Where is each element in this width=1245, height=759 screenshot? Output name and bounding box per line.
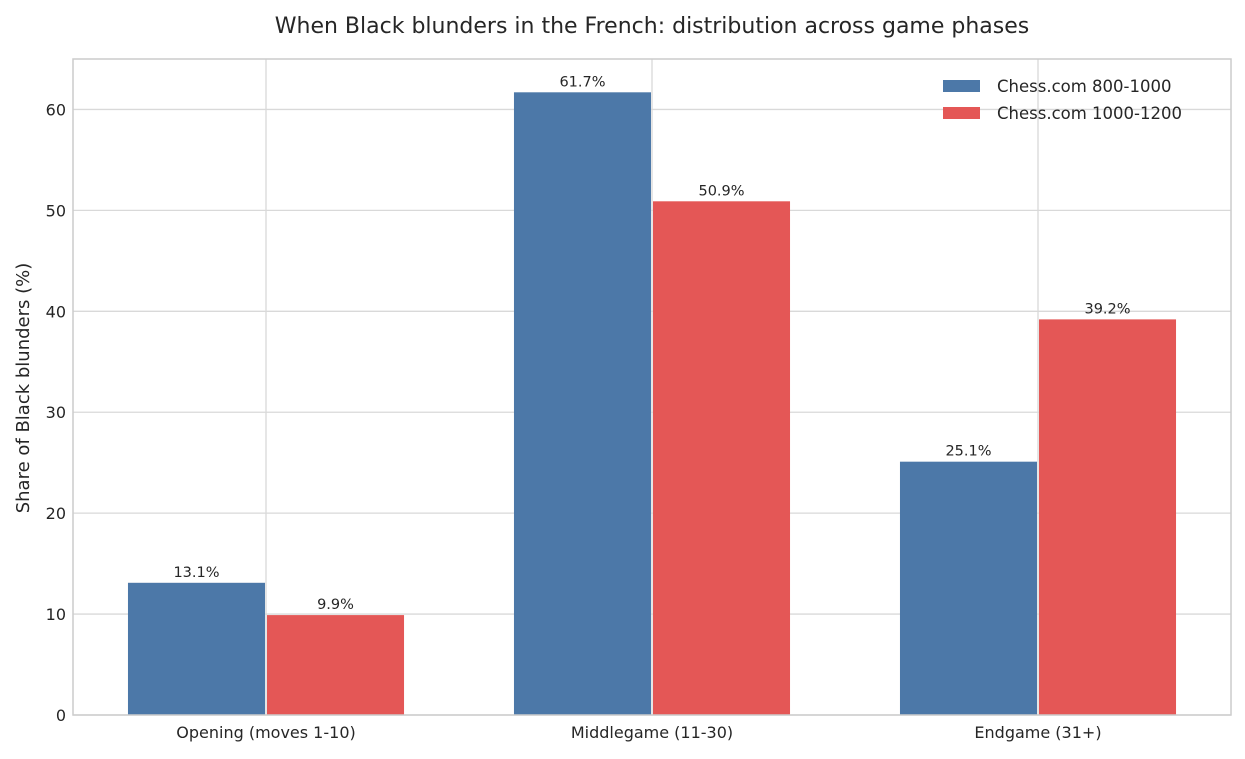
- grid-lines: [73, 59, 1231, 716]
- bar: [127, 582, 265, 715]
- x-tick-label: Middlegame (11-30): [571, 723, 733, 742]
- bar-value-label: 9.9%: [317, 597, 354, 613]
- legend-swatch: [943, 107, 980, 119]
- y-tick-label: 60: [46, 100, 66, 119]
- bar-value-label: 25.1%: [945, 444, 991, 460]
- bar-value-label: 50.9%: [698, 183, 744, 199]
- legend-label: Chess.com 800-1000: [997, 77, 1172, 96]
- legend-label: Chess.com 1000-1200: [997, 104, 1182, 123]
- y-tick-label: 30: [46, 403, 66, 422]
- bar-value-label: 61.7%: [559, 74, 605, 90]
- bar: [1039, 319, 1177, 715]
- chart-title: When Black blunders in the French: distr…: [275, 14, 1029, 39]
- bar-value-label: 13.1%: [173, 565, 219, 581]
- bar: [513, 92, 651, 715]
- bar: [653, 201, 791, 716]
- x-tick-label: Opening (moves 1-10): [176, 723, 355, 742]
- bar: [267, 615, 405, 715]
- y-axis-label: Share of Black blunders (%): [13, 263, 34, 514]
- plot-frame: [72, 58, 1232, 716]
- y-tick-label: 40: [46, 302, 66, 321]
- x-tick-label: Endgame (31+): [974, 723, 1101, 742]
- bar-value-label: 39.2%: [1084, 301, 1130, 317]
- y-tick-label: 20: [46, 504, 66, 523]
- y-tick-label: 10: [46, 605, 66, 624]
- legend-swatch: [943, 80, 980, 92]
- y-tick-label: 0: [56, 706, 66, 725]
- legend: Chess.com 800-1000 Chess.com 1000-1200: [943, 77, 1182, 123]
- bar: [899, 461, 1037, 715]
- data-labels: 13.1% 61.7% 25.1% 9.9% 50.9% 39.2%: [173, 74, 1130, 613]
- bars: [127, 92, 1177, 716]
- y-tick-label: 50: [46, 201, 66, 220]
- tick-labels: 0 10 20 30 40 50 60 Opening (moves 1-10) Middleg…: [46, 100, 1102, 742]
